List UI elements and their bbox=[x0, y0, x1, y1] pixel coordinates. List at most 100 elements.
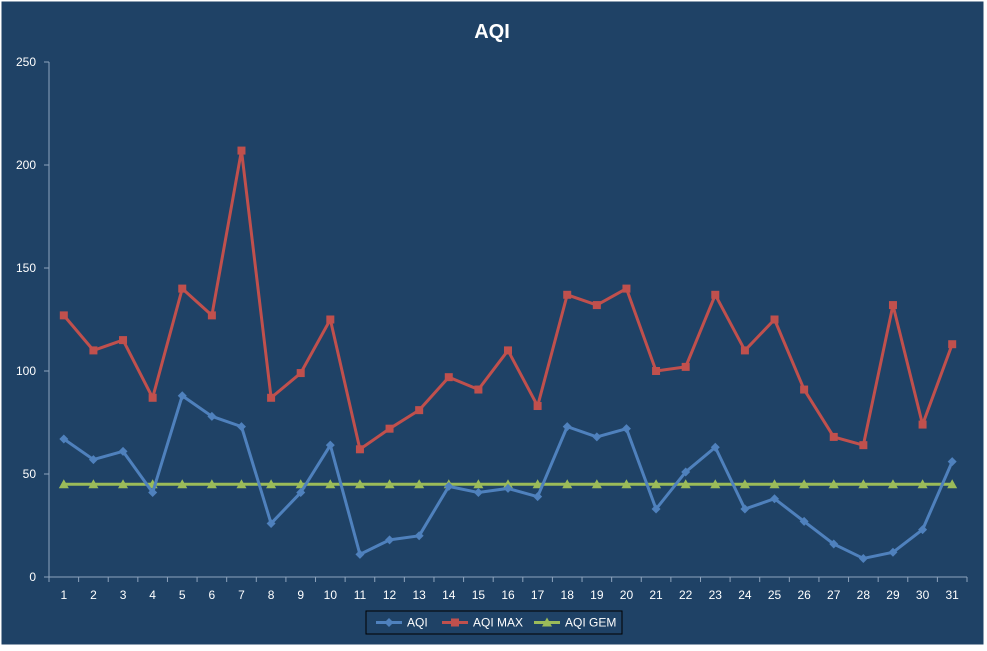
data-point-aqi-max bbox=[888, 301, 897, 310]
data-point-aqi-gem bbox=[473, 479, 484, 489]
x-tick-label: 23 bbox=[709, 588, 723, 602]
data-point-aqi bbox=[414, 531, 424, 541]
data-point-aqi-max bbox=[652, 367, 661, 375]
x-tick-label: 28 bbox=[857, 588, 871, 602]
data-point-aqi-max bbox=[355, 445, 364, 454]
series-aqi-max bbox=[59, 146, 957, 454]
legend-box bbox=[365, 610, 623, 635]
data-point-aqi-gem bbox=[858, 479, 869, 489]
data-point-aqi-gem bbox=[384, 479, 395, 489]
data-point-aqi-max bbox=[681, 362, 690, 371]
data-point-aqi-gem bbox=[177, 479, 188, 489]
data-point-aqi-gem bbox=[58, 479, 69, 489]
y-tick-label: 150 bbox=[16, 261, 36, 275]
legend-item-aqi: AQI bbox=[376, 616, 428, 630]
data-point-aqi bbox=[236, 422, 246, 432]
x-tick-label: 29 bbox=[886, 588, 900, 602]
data-point-aqi-max bbox=[592, 301, 601, 310]
data-point-aqi-max bbox=[296, 369, 305, 378]
x-tick-label: 20 bbox=[620, 588, 634, 602]
data-point-aqi-gem bbox=[266, 479, 277, 489]
data-point-aqi bbox=[177, 391, 187, 401]
data-point-aqi bbox=[799, 516, 809, 526]
data-point-aqi-max bbox=[326, 315, 335, 324]
data-point-aqi-gem bbox=[917, 479, 928, 489]
x-tick-label: 31 bbox=[946, 588, 960, 602]
data-point-aqi-gem bbox=[118, 479, 129, 489]
x-tick-label: 1 bbox=[60, 588, 67, 602]
data-point-aqi bbox=[473, 488, 483, 498]
data-point-aqi bbox=[118, 446, 128, 456]
x-tick-label: 6 bbox=[209, 588, 216, 602]
data-point-aqi bbox=[355, 549, 365, 559]
data-point-aqi-max bbox=[59, 311, 68, 320]
data-point-aqi bbox=[296, 488, 306, 498]
data-point-aqi-gem bbox=[532, 479, 543, 489]
x-tick-label: 15 bbox=[472, 588, 486, 602]
data-point-aqi-max bbox=[119, 336, 128, 345]
data-point-aqi bbox=[740, 504, 750, 514]
x-tick-label: 4 bbox=[149, 588, 156, 602]
data-point-aqi-gem bbox=[710, 479, 721, 489]
data-point-aqi-gem bbox=[887, 479, 898, 489]
legend-item-aqi-gem: AQI GEM bbox=[534, 616, 616, 630]
data-point-aqi bbox=[59, 434, 69, 444]
x-tick-label: 18 bbox=[561, 588, 575, 602]
data-point-aqi bbox=[888, 547, 898, 557]
x-tick-label: 19 bbox=[590, 588, 604, 602]
legend: AQI AQI MAX AQI GEM bbox=[365, 610, 623, 635]
legend-item-aqi-max: AQI MAX bbox=[442, 616, 523, 630]
data-point-aqi-gem bbox=[828, 479, 839, 489]
data-point-aqi-max bbox=[859, 441, 868, 450]
data-point-aqi-max bbox=[148, 393, 157, 402]
y-axis-tick-labels: 0 50 100 150 200 250 bbox=[16, 55, 36, 584]
y-tick-label: 100 bbox=[16, 364, 36, 378]
x-tick-label: 10 bbox=[324, 588, 338, 602]
data-point-aqi bbox=[148, 488, 158, 498]
x-axis-tick-labels: 1 2 3 4 5 6 7 8 9 10 11 12 13 14 15 16 17 18 19 20 21 22 23 24 2… bbox=[60, 588, 959, 602]
data-point-aqi-max bbox=[622, 284, 631, 293]
data-point-aqi-max bbox=[918, 420, 927, 429]
x-tick-label: 22 bbox=[679, 588, 693, 602]
data-point-aqi-gem bbox=[621, 479, 632, 489]
data-point-aqi bbox=[858, 553, 868, 563]
y-tick-label: 200 bbox=[16, 158, 36, 172]
data-point-aqi-gem bbox=[739, 479, 750, 489]
y-tick-label: 0 bbox=[29, 570, 36, 584]
data-point-aqi-max bbox=[533, 402, 542, 411]
legend-label: AQI MAX bbox=[473, 616, 523, 630]
data-point-aqi-max bbox=[385, 424, 394, 433]
data-point-aqi-gem bbox=[503, 479, 513, 489]
x-tick-label: 9 bbox=[297, 588, 304, 602]
data-point-aqi-gem bbox=[325, 479, 336, 489]
data-point-aqi-max bbox=[267, 393, 276, 402]
data-point-aqi bbox=[207, 411, 217, 421]
data-point-aqi-gem bbox=[236, 479, 247, 489]
data-point-aqi-gem bbox=[88, 479, 99, 489]
legend-label: AQI bbox=[407, 616, 428, 630]
data-point-aqi bbox=[533, 492, 543, 502]
data-point-aqi-max bbox=[770, 315, 779, 324]
data-point-aqi-gem bbox=[414, 479, 425, 489]
x-tick-label: 12 bbox=[383, 588, 397, 602]
x-tick-label: 16 bbox=[501, 588, 515, 602]
data-point-aqi-max bbox=[89, 346, 98, 355]
data-point-aqi-max bbox=[207, 311, 216, 320]
x-tick-label: 24 bbox=[738, 588, 752, 602]
data-point-aqi bbox=[947, 457, 957, 467]
data-point-aqi-gem bbox=[651, 479, 662, 489]
data-point-aqi bbox=[562, 422, 572, 432]
data-point-aqi bbox=[829, 539, 839, 549]
x-tick-label: 14 bbox=[442, 588, 456, 602]
x-tick-label: 21 bbox=[649, 588, 663, 602]
data-point-aqi bbox=[651, 504, 661, 514]
data-point-aqi bbox=[444, 481, 454, 491]
data-point-aqi bbox=[385, 535, 395, 545]
data-point-aqi-gem bbox=[947, 479, 958, 489]
data-point-aqi-gem bbox=[680, 479, 691, 489]
y-tick-label: 50 bbox=[23, 467, 37, 481]
legend-marker bbox=[384, 618, 394, 627]
data-point-aqi bbox=[592, 432, 602, 442]
series-aqi bbox=[59, 391, 957, 563]
